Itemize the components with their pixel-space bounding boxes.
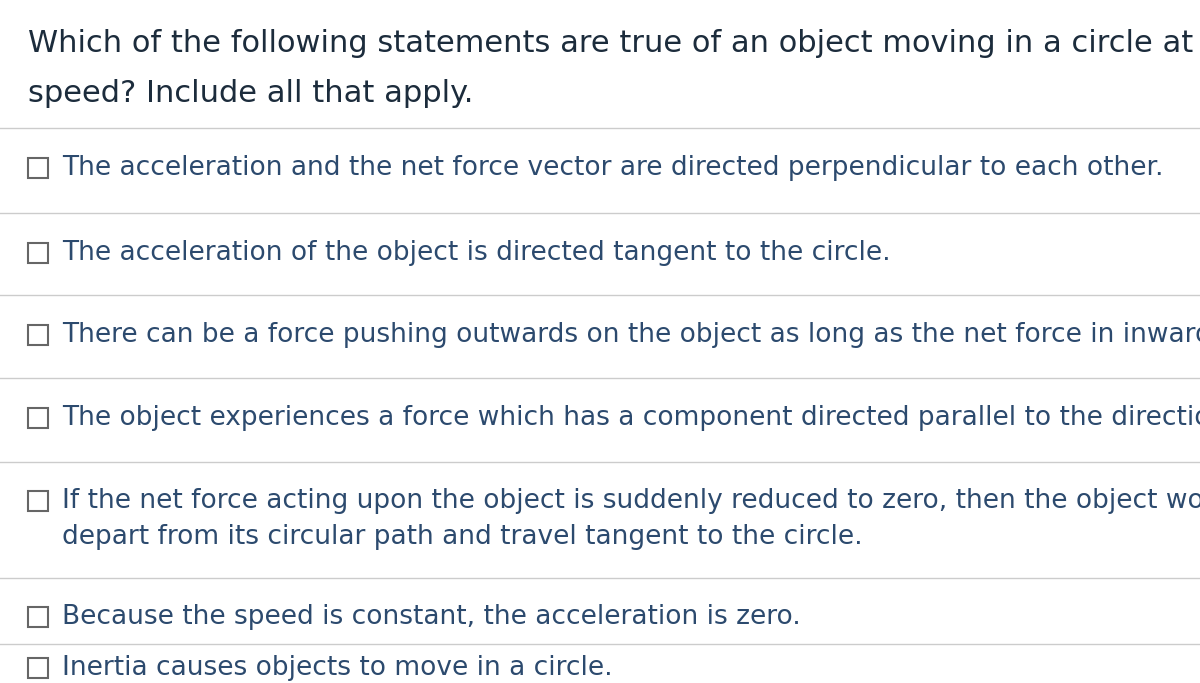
Text: If the net force acting upon the object is suddenly reduced to zero, then the ob: If the net force acting upon the object … <box>62 488 1200 550</box>
Bar <box>28 658 48 678</box>
Bar <box>28 607 48 627</box>
Text: speed? Include all that apply.: speed? Include all that apply. <box>28 79 473 108</box>
Text: The object experiences a force which has a component directed parallel to the di: The object experiences a force which has… <box>62 405 1200 431</box>
Text: Inertia causes objects to move in a circle.: Inertia causes objects to move in a circ… <box>62 655 613 681</box>
Text: The acceleration and the net force vector are directed perpendicular to each oth: The acceleration and the net force vecto… <box>62 155 1164 181</box>
Bar <box>28 325 48 345</box>
Bar <box>28 243 48 263</box>
Text: There can be a force pushing outwards on the object as long as the net force in : There can be a force pushing outwards on… <box>62 322 1200 348</box>
Bar <box>28 408 48 428</box>
Text: Because the speed is constant, the acceleration is zero.: Because the speed is constant, the accel… <box>62 604 800 630</box>
Text: Which of the following statements are true of an object moving in a circle at a : Which of the following statements are tr… <box>28 29 1200 58</box>
Text: The acceleration of the object is directed tangent to the circle.: The acceleration of the object is direct… <box>62 240 890 266</box>
Bar <box>28 491 48 511</box>
Bar <box>28 158 48 178</box>
